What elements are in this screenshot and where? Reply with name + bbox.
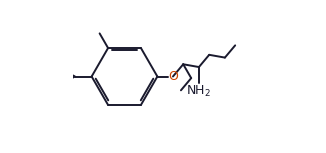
Text: O: O	[168, 70, 178, 83]
Text: NH$_2$: NH$_2$	[186, 84, 212, 99]
